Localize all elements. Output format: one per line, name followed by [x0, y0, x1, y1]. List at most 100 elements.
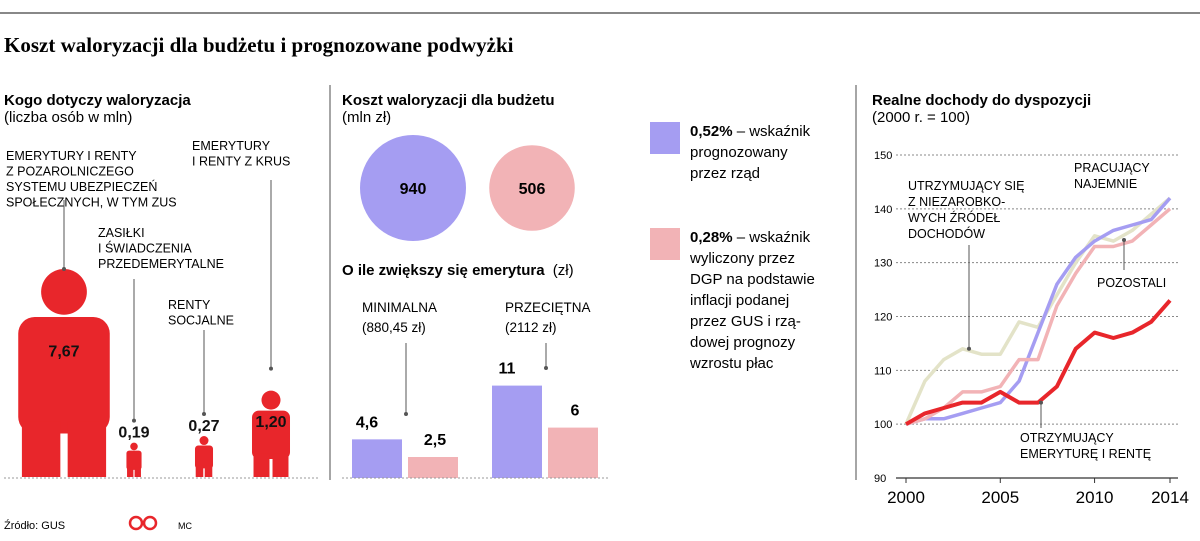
- recipient-label-0: EMERYTURY I RENTY Z POZAROLNICZEGO SYSTEMU…: [6, 149, 177, 210]
- legend-line: inflacji podanej: [690, 292, 789, 309]
- recipient-label-3: EMERYTURY I RENTY Z KRUS: [192, 139, 290, 169]
- legend-swatch-1: [650, 228, 680, 260]
- source-note: Źródło: GUS: [4, 519, 65, 532]
- cost-bubbles: 940 506: [360, 135, 575, 241]
- panel-income: Realne dochody do dyspozycji (2000 r. = …: [872, 92, 1189, 507]
- logo-circle-1: [128, 515, 144, 531]
- panel-cost: Koszt waloryzacji dla budżetu (mln zł) 9…: [342, 92, 815, 479]
- recipient-category-labels: EMERYTURY I RENTY Z POZAROLNICZEGO SYSTEMU…: [6, 139, 290, 328]
- recipient-label-line: I ŚWIADCZENIA: [98, 241, 192, 256]
- increase-bar: [548, 427, 598, 478]
- leader-dot: [202, 412, 206, 417]
- publisher-logo: [128, 515, 158, 531]
- x-tick-label: 2000: [887, 488, 925, 507]
- recipient-value-label: 0,27: [188, 418, 219, 435]
- increase-bar: [352, 439, 402, 478]
- cost-bubble-label: 940: [400, 181, 427, 198]
- recipient-label-line: EMERYTURY: [192, 139, 271, 153]
- recipient-label-line: PRZEDEMERYTALNE: [98, 257, 224, 271]
- person-figure-1: 0,19: [118, 279, 150, 477]
- person-leg-left: [195, 465, 204, 477]
- author-initials: MC: [178, 521, 192, 531]
- cost-bubble-1: [489, 145, 575, 231]
- legend-line: wzrostu płac: [689, 355, 774, 372]
- person-figure-3: 1,20: [251, 180, 291, 477]
- increase-category-line: PRZECIĘTNA: [505, 300, 591, 315]
- series-line-2: [905, 207, 1172, 426]
- increase-category-label: PRZECIĘTNA (2112 zł): [505, 300, 591, 335]
- recipient-label-2: RENTY SOCJALNE: [168, 298, 234, 328]
- x-tick-label: 2005: [981, 488, 1019, 507]
- income-line-chart: 90 100 110 120 130 140 150 2000 2005 2010 2014 UTRZ…: [874, 150, 1189, 507]
- recipient-label-line: SYSTEMU UBEZPIECZEŃ: [6, 179, 157, 194]
- person-figure-2: 0,27: [188, 330, 220, 477]
- person-body: [18, 317, 110, 434]
- recipient-label-line: I RENTY Z KRUS: [192, 155, 290, 169]
- legend-text-0: 0,52% – wskaźnik prognozowany przez rząd: [690, 123, 811, 182]
- person-leg-left: [253, 453, 270, 477]
- person-figure-0: 7,67: [18, 200, 110, 477]
- indicator-legend: 0,52% – wskaźnik prognozowany przez rząd0,…: [650, 122, 815, 372]
- series-label-0: UTRZYMUJĄCY SIĘ Z NIEZAROBKO-WYCH ŹRÓDEŁ D…: [908, 179, 1024, 241]
- leader-dot: [62, 267, 66, 271]
- panel-income-subtitle: (2000 r. = 100): [872, 109, 970, 126]
- legend-line: – wskaźnik: [733, 229, 811, 246]
- panel-increase-title-unit: (zł): [553, 262, 574, 279]
- recipient-label-line: EMERYTURY I RENTY: [6, 149, 137, 163]
- series-label-1: PRACUJĄCY NAJEMNIE: [1074, 161, 1150, 191]
- recipient-label-line: ZASIŁKI: [98, 226, 145, 240]
- x-tick-label: 2014: [1151, 488, 1189, 507]
- x-tick-label: 2010: [1076, 488, 1114, 507]
- person-head: [199, 436, 209, 446]
- increase-bar: [408, 457, 458, 478]
- series-label-line: UTRZYMUJĄCY SIĘ: [908, 179, 1024, 193]
- leader-dot: [269, 366, 273, 371]
- person-leg-left: [21, 421, 61, 477]
- increase-category-line: (880,45 zł): [362, 320, 426, 335]
- y-tick-label: 140: [874, 204, 892, 216]
- person-leg-right: [204, 465, 213, 477]
- series-label-line: NAJEMNIE: [1074, 177, 1137, 191]
- recipient-label-line: SOCJALNE: [168, 314, 234, 328]
- person-leg-right: [67, 421, 107, 477]
- series-label-line: POZOSTALI: [1097, 276, 1166, 290]
- recipient-label-line: Z POZAROLNICZEGO: [6, 165, 134, 179]
- leader-dot: [404, 412, 408, 416]
- person-head: [41, 269, 87, 315]
- increase-bars: MINIMALNA (880,45 zł) PRZECIĘTNA (2112 zł) 4…: [352, 300, 598, 478]
- increase-value-label: 6: [571, 403, 580, 420]
- leader-dot: [1122, 238, 1126, 242]
- recipient-label-1: ZASIŁKI I ŚWIADCZENIA PRZEDEMERYTALNE: [98, 226, 224, 271]
- legend-text-1: 0,28% – wskaźnik wyliczony przez DGP na po…: [689, 229, 815, 372]
- increase-category-line: (2112 zł): [505, 320, 557, 335]
- legend-rate: 0,52%: [690, 123, 733, 140]
- recipient-label-line: RENTY: [168, 298, 211, 312]
- legend-line: dowej prognozy: [690, 334, 796, 351]
- y-tick-label: 90: [874, 473, 886, 485]
- y-tick-label: 150: [874, 150, 892, 162]
- person-leg-left: [127, 467, 134, 477]
- person-leg-right: [272, 453, 289, 477]
- legend-line: DGP na podstawie: [690, 271, 815, 288]
- leader-dot: [967, 346, 971, 351]
- person-body: [251, 410, 291, 459]
- leader-dot: [132, 418, 136, 423]
- legend-line: przez GUS i rzą-: [690, 313, 801, 330]
- panel-recipients-subtitle: (liczba osób w mln): [4, 109, 132, 126]
- page-title: Koszt waloryzacji dla budżetu i prognozo…: [4, 33, 514, 57]
- panel-income-title: Realne dochody do dyspozycji: [872, 92, 1091, 109]
- panel-increase-title: O ile zwiększy się emerytura (zł): [342, 262, 574, 279]
- panel-recipients-title: Kogo dotyczy waloryzacja: [4, 92, 191, 109]
- series-label-line: PRACUJĄCY: [1074, 161, 1150, 175]
- panel-increase-title-bold: O ile zwiększy się emerytura: [342, 262, 545, 279]
- increase-category-label: MINIMALNA (880,45 zł): [362, 300, 437, 335]
- y-tick-label: 110: [874, 365, 892, 377]
- series-label-line: EMERYTURĘ I RENTĘ: [1020, 447, 1151, 461]
- recipient-value-label: 1,20: [255, 414, 286, 431]
- series-line-0: [904, 196, 1172, 425]
- series-label-3: OTRZYMUJĄCY EMERYTURĘ I RENTĘ: [1020, 431, 1151, 461]
- recipient-value-label: 7,67: [48, 343, 79, 360]
- series-label-line: WYCH ŹRÓDEŁ: [908, 210, 1000, 225]
- panel-cost-title: Koszt waloryzacji dla budżetu: [342, 92, 555, 109]
